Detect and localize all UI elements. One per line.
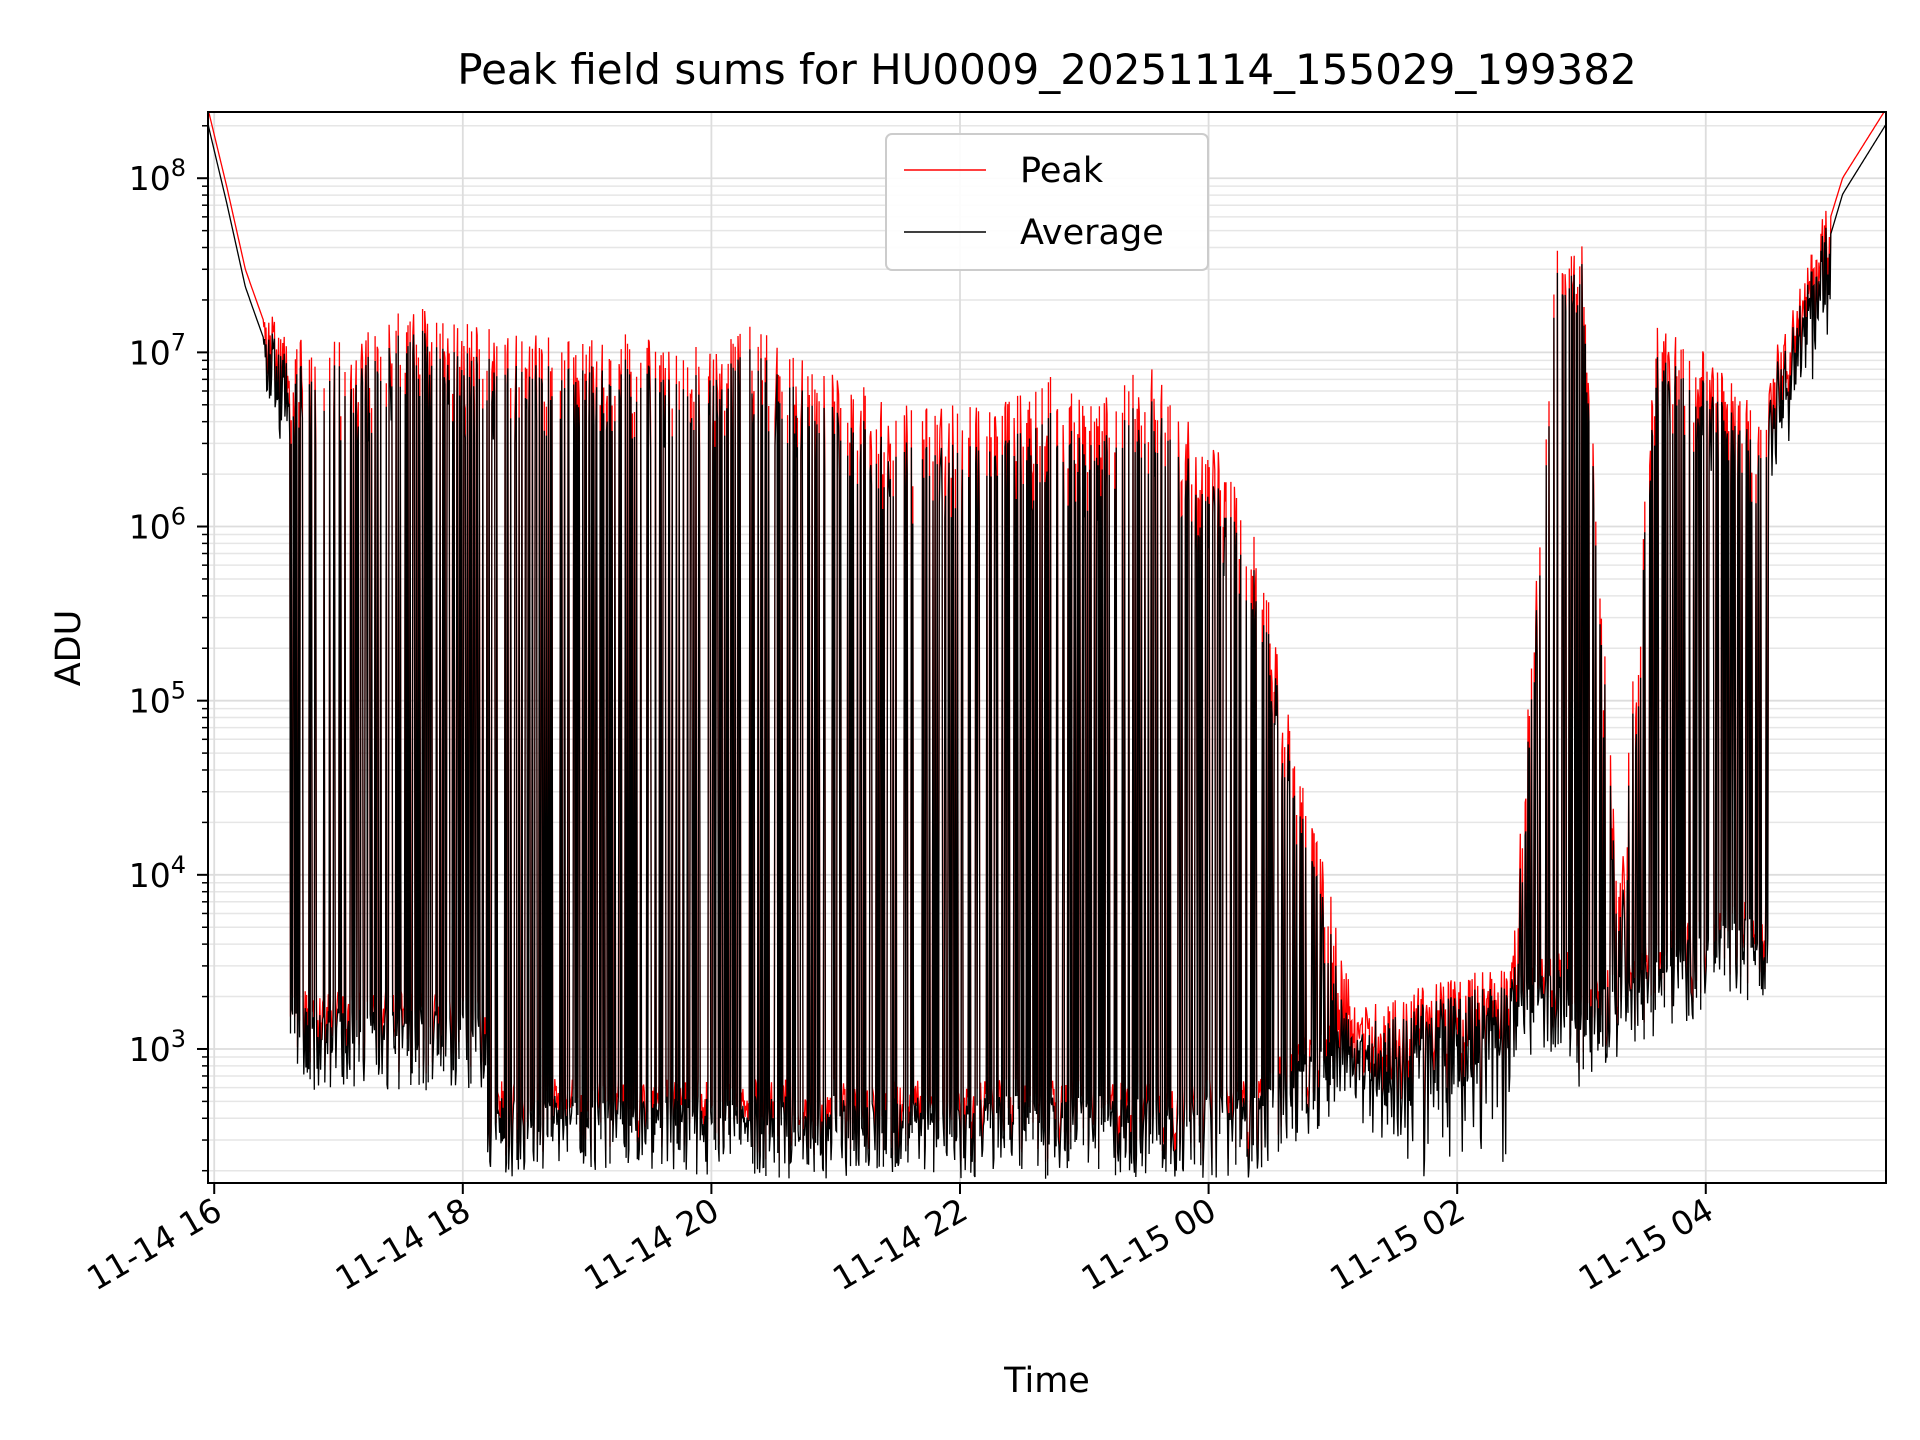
- x-axis-label: Time: [1003, 1361, 1090, 1401]
- y-tick-label: 105: [129, 677, 186, 721]
- y-tick-label: 104: [129, 851, 186, 895]
- y-tick-label: 108: [129, 154, 186, 198]
- series-layer: [208, 112, 1886, 1179]
- y-tick-label: 106: [129, 503, 186, 547]
- y-axis-label: ADU: [49, 610, 89, 687]
- legend: Peak Average: [885, 133, 1209, 271]
- legend-peak-label: Peak: [1020, 151, 1104, 191]
- y-axis: 103 104 105 106 107 108: [129, 125, 208, 1172]
- legend-box: [885, 133, 1209, 271]
- series-average-line: [208, 123, 1886, 1179]
- y-tick-label: 107: [129, 328, 186, 372]
- chart-title: Peak field sums for HU0009_20251114_1550…: [457, 45, 1636, 94]
- legend-average-label: Average: [1020, 213, 1164, 253]
- y-tick-label: 103: [129, 1025, 186, 1069]
